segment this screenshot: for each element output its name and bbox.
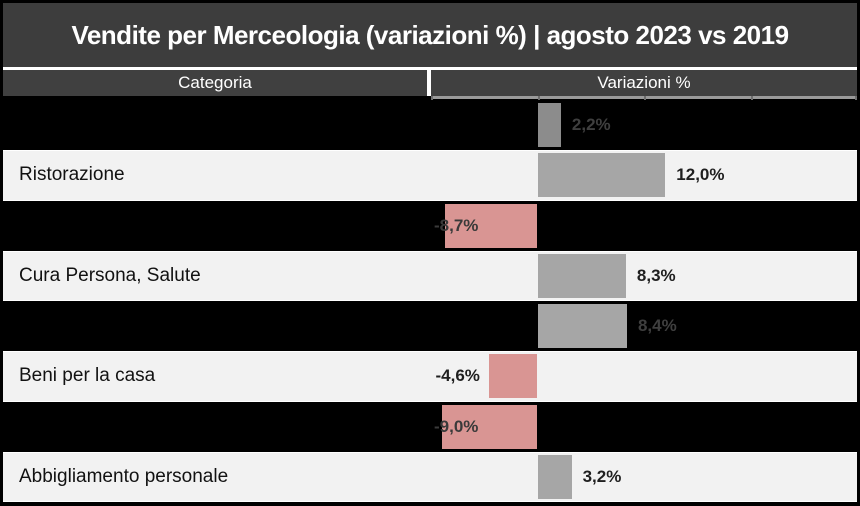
x-axis-line (431, 96, 857, 100)
bar (537, 253, 626, 298)
bar-area: 2,2% (431, 100, 857, 150)
bar (537, 153, 666, 198)
bar (537, 103, 561, 147)
table-row: -9,0% (3, 401, 857, 452)
column-header-category: Categoria (3, 70, 427, 96)
bar-area: -8,7% (431, 201, 857, 251)
table-row: 2,2% (3, 100, 857, 151)
bar-area: 12,0% (431, 150, 857, 200)
bar-area: -9,0% (431, 402, 857, 452)
bar-value-label: -8,7% (434, 215, 479, 235)
bar (488, 354, 538, 399)
title-bar: Vendite per Merceologia (variazioni %) |… (3, 3, 857, 67)
bar-value-label: -4,6% (435, 366, 480, 386)
axis-strip (3, 96, 857, 100)
bar-value-label: 12,0% (676, 165, 725, 185)
table-row: 8,4% (3, 301, 857, 352)
category-label: Cura Persona, Salute (19, 264, 201, 286)
axis-tick (644, 96, 646, 100)
title-divider (3, 67, 857, 70)
column-header-variation: Variazioni % (431, 70, 857, 96)
table-row: Abbigliamento personale 3,2% (3, 451, 857, 502)
axis-tick (750, 96, 753, 100)
bar-area: 3,2% (431, 452, 857, 502)
page-title: Vendite per Merceologia (variazioni %) |… (71, 19, 789, 50)
category-label: Abbigliamento personale (19, 465, 229, 487)
category-label: Ristorazione (19, 164, 125, 186)
bar-area: 8,3% (431, 251, 857, 301)
column-divider (427, 70, 431, 96)
bar-value-label: 8,4% (637, 316, 677, 336)
chart-rows: 2,2% Ristorazione 12,0% -8,7% Cura Perso… (3, 100, 857, 502)
table-row: -8,7% (3, 200, 857, 251)
bar-value-label: 8,3% (636, 265, 676, 285)
bar-value-label: 2,2% (571, 115, 611, 135)
bar-value-label: 3,2% (582, 466, 622, 486)
bar (444, 203, 538, 248)
bar (441, 404, 538, 449)
table-row: Ristorazione 12,0% (3, 150, 857, 201)
bar-value-label: -9,0% (434, 416, 479, 436)
axis-tick (537, 96, 540, 100)
bar-area: 8,4% (431, 301, 857, 351)
axis-tick (431, 96, 433, 100)
column-header-row: Categoria Variazioni % (3, 70, 857, 96)
table-row: Cura Persona, Salute 8,3% (3, 250, 857, 301)
table-row: Beni per la casa -4,6% (3, 351, 857, 402)
bar (537, 454, 572, 499)
bar-area: -4,6% (431, 351, 857, 401)
axis-tick (855, 96, 857, 100)
category-label: Beni per la casa (19, 365, 156, 387)
bar (537, 304, 627, 348)
